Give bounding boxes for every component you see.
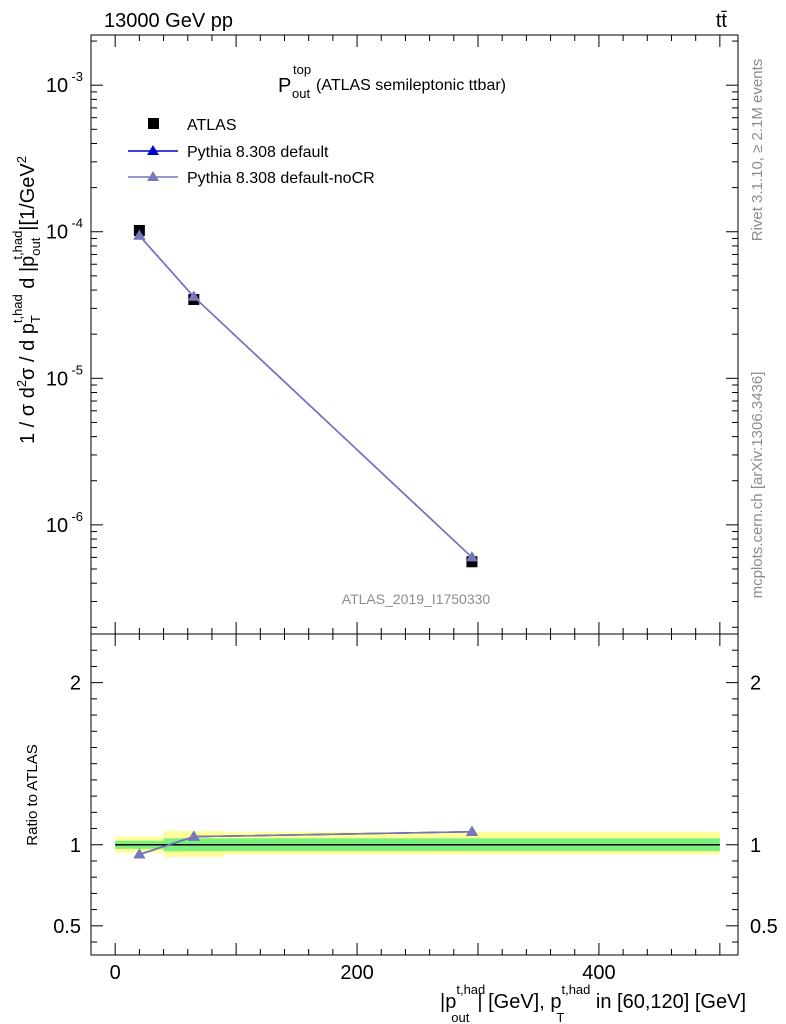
series-line-default <box>138 235 473 558</box>
svg-text:1 / σ d2σ / d pTt,had d |poutt: 1 / σ d2σ / d pTt,had d |poutt,had|[1/Ge… <box>10 156 43 444</box>
ratio-tick-label-right: 0.5 <box>750 916 778 938</box>
ylabel-sup2a: 2 <box>14 380 29 387</box>
series-point-nocr <box>465 551 478 562</box>
y-tick-label: 10 <box>46 368 68 390</box>
xlabel-had1: t,had <box>456 982 485 997</box>
x-tick-label: 400 <box>582 962 615 984</box>
ylabel-had1: t,had <box>10 294 25 323</box>
legend-marker-default <box>147 145 159 155</box>
ratio-y-label: Ratio to ATLAS <box>24 744 41 845</box>
x-tick-label: 200 <box>340 962 373 984</box>
legend: ATLAS Pythia 8.308 default Pythia 8.308 … <box>128 117 375 187</box>
xlabel-out: out <box>451 1010 469 1024</box>
y-tick-exponent: -4 <box>71 216 83 231</box>
ratio-point-nocr <box>133 848 146 859</box>
y-axis-label: 1 / σ d2σ / d pTt,had d |poutt,had|[1/Ge… <box>10 156 43 444</box>
series-layer <box>133 224 478 859</box>
ylabel-part3: d |p <box>17 256 39 295</box>
header-process: 13000 GeV pp <box>104 10 233 32</box>
y-tick-label: 10 <box>46 75 68 97</box>
ylabel-part4: |[1/GeV <box>17 163 39 231</box>
ratio-bands <box>115 830 720 857</box>
series-point-nocr <box>133 229 146 240</box>
legend-label-nocr: Pythia 8.308 default-noCR <box>187 170 375 187</box>
side-rivet: Rivet 3.1.10, ≥ 2.1M events <box>749 59 766 242</box>
side-mcplots: mcplots.cern.ch [arXiv:1306.3436] <box>749 372 766 599</box>
xlabel-subT: T <box>556 1010 564 1024</box>
ratio-tick-label-left: 2 <box>70 673 81 695</box>
legend-label-atlas: ATLAS <box>187 117 237 134</box>
ylabel-had2: t,had <box>10 231 25 260</box>
ratio-tick-label-left: 0.5 <box>53 916 81 938</box>
title-sub: out <box>292 86 310 101</box>
ratio-tick-label-right: 1 <box>750 835 761 857</box>
ylabel-subout: out <box>28 237 43 255</box>
xlabel-p1: |p <box>440 991 456 1013</box>
ylabel-subT: T <box>28 315 43 323</box>
xlabel-p2: | [GeV], p <box>477 991 561 1013</box>
title-sup: top <box>293 62 311 77</box>
ylabel-part1: 1 / σ d <box>17 387 39 444</box>
y-tick-exponent: -6 <box>71 509 83 524</box>
ylabel-part2: σ / d p <box>17 323 39 380</box>
y-tick-label: 10 <box>46 515 68 537</box>
atlas-point <box>466 556 478 568</box>
xlabel-had2: t,had <box>561 982 590 997</box>
y-tick-exponent: -3 <box>71 69 83 84</box>
title-main: P <box>278 75 291 97</box>
ratio-point-nocr <box>465 825 478 836</box>
series-point-nocr <box>187 290 200 301</box>
series-line-nocr <box>138 235 473 558</box>
header-tag: tt̄ <box>716 10 728 32</box>
ylabel-sup2b: 2 <box>14 156 29 163</box>
ratio-point-nocr <box>187 830 200 841</box>
xlabel-p3: in [60,120] [GeV] <box>590 991 746 1013</box>
legend-marker-nocr <box>147 171 159 181</box>
analysis-id: ATLAS_2019_I1750330 <box>342 591 491 607</box>
y-tick-label: 10 <box>46 222 68 244</box>
title-rest: (ATLAS semileptonic ttbar) <box>316 77 506 94</box>
y-tick-exponent: -5 <box>71 362 83 377</box>
legend-label-default: Pythia 8.308 default <box>187 144 329 161</box>
legend-marker-atlas <box>148 118 159 129</box>
plot-title: P top out (ATLAS semileptonic ttbar) <box>278 62 506 101</box>
x-axis-label: |pt,had out| [GeV], pt,had T in [60,120] [… <box>440 982 746 1024</box>
x-tick-label: 0 <box>110 962 121 984</box>
ratio-frame <box>90 633 739 956</box>
ratio-tick-label-right: 2 <box>750 673 761 695</box>
ratio-tick-label-left: 1 <box>70 835 81 857</box>
